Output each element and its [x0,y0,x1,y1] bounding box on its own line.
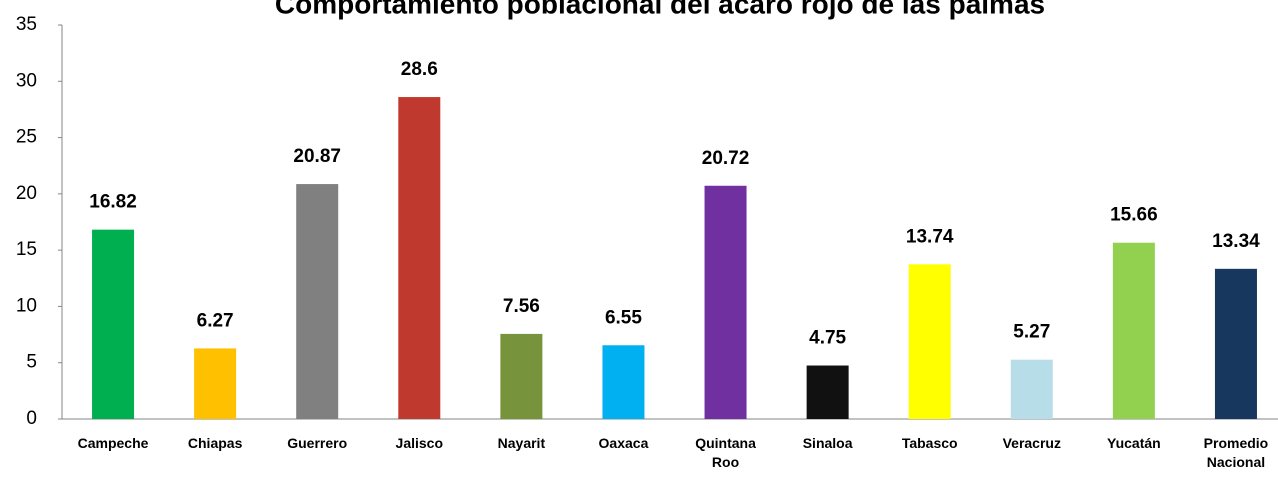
data-label: 13.74 [906,226,954,247]
data-label: 4.75 [809,328,846,349]
x-tick-label: Nayarit [497,435,546,451]
bar [1010,359,1053,419]
bar [1214,268,1257,419]
data-label: 20.87 [293,146,341,167]
bar [806,365,849,419]
x-tick-label: Guerrero [287,435,348,451]
bar [194,348,237,419]
data-label: 6.27 [197,310,234,331]
x-tick-label: Sinaloa [802,435,853,451]
y-tick-label: 30 [16,70,37,91]
data-label: 16.82 [89,192,137,213]
bar [704,185,747,419]
x-tick-label: Quintana Roo [695,435,756,470]
data-label: 15.66 [1110,205,1158,226]
x-tick-label: Veracruz [1002,435,1061,451]
bar [500,333,543,419]
y-tick-label: 0 [26,408,37,429]
bar [296,184,339,419]
data-label: 13.34 [1212,231,1260,252]
x-tick-label: Tabasco [901,435,958,451]
y-tick-label: 10 [16,295,37,316]
data-label: 7.56 [503,296,540,317]
x-tick-label: Chiapas [187,435,243,451]
bar [908,264,951,419]
bar [1112,242,1155,419]
x-tick-label: Yucatán [1107,435,1161,451]
x-tick-label: Campeche [77,435,149,451]
bar [398,97,441,419]
y-tick-label: 25 [16,127,37,148]
data-label: 6.55 [605,307,642,328]
bar [92,229,135,419]
y-tick-label: 5 [26,352,37,373]
data-label: 5.27 [1013,322,1050,343]
chart-title: Comportamiento poblacional del ácaro roj… [275,0,1045,19]
x-tick-label: Promedio Nacional [1203,435,1269,470]
y-tick-label: 20 [16,183,37,204]
x-tick-label: Oaxaca [598,435,649,451]
data-label: 28.6 [401,59,438,80]
y-tick-label: 15 [16,239,37,260]
bar [602,345,645,419]
data-label: 20.72 [702,148,750,169]
y-tick-label: 35 [16,14,37,35]
x-tick-label: Jalisco [395,435,444,451]
